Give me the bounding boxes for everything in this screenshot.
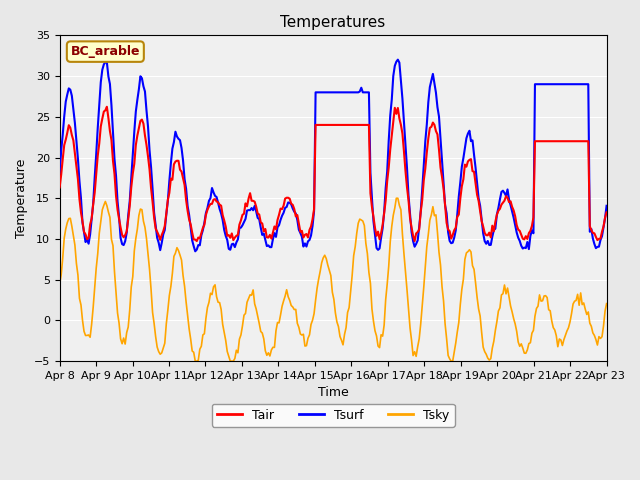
Tair xyxy=(124,216,132,222)
Tsky xyxy=(248,292,255,298)
Tsurf xyxy=(394,57,402,62)
Line: Tsurf: Tsurf xyxy=(60,60,607,252)
Tsky xyxy=(296,331,304,337)
Tsurf xyxy=(575,81,583,87)
Tsurf xyxy=(248,205,255,211)
Tair xyxy=(603,209,611,215)
Line: Tair: Tair xyxy=(60,107,607,241)
Tsurf xyxy=(220,227,228,233)
Tsurf xyxy=(56,170,63,176)
Tsky xyxy=(392,195,400,201)
Tair xyxy=(56,184,63,190)
Tsurf xyxy=(123,230,131,236)
Tsky xyxy=(56,281,63,287)
Tair xyxy=(298,228,306,234)
X-axis label: Time: Time xyxy=(317,386,349,399)
Tsky xyxy=(191,358,199,364)
Tair xyxy=(240,211,248,216)
Tair xyxy=(103,104,111,109)
Tair xyxy=(193,238,200,244)
Tair xyxy=(575,138,583,144)
Tair xyxy=(250,198,257,204)
Tsky xyxy=(575,302,583,308)
Y-axis label: Temperature: Temperature xyxy=(15,158,28,238)
Tsky xyxy=(603,300,611,306)
Tsky xyxy=(239,323,246,329)
Tsurf xyxy=(239,222,246,228)
Tsky xyxy=(220,330,228,336)
Tsky xyxy=(123,330,131,336)
Tsurf xyxy=(191,249,199,254)
Tsurf xyxy=(296,230,304,236)
Text: BC_arable: BC_arable xyxy=(70,45,140,58)
Tair xyxy=(222,224,230,229)
Legend: Tair, Tsurf, Tsky: Tair, Tsurf, Tsky xyxy=(212,404,454,427)
Title: Temperatures: Temperatures xyxy=(280,15,386,30)
Tsurf xyxy=(603,203,611,209)
Line: Tsky: Tsky xyxy=(60,198,607,361)
